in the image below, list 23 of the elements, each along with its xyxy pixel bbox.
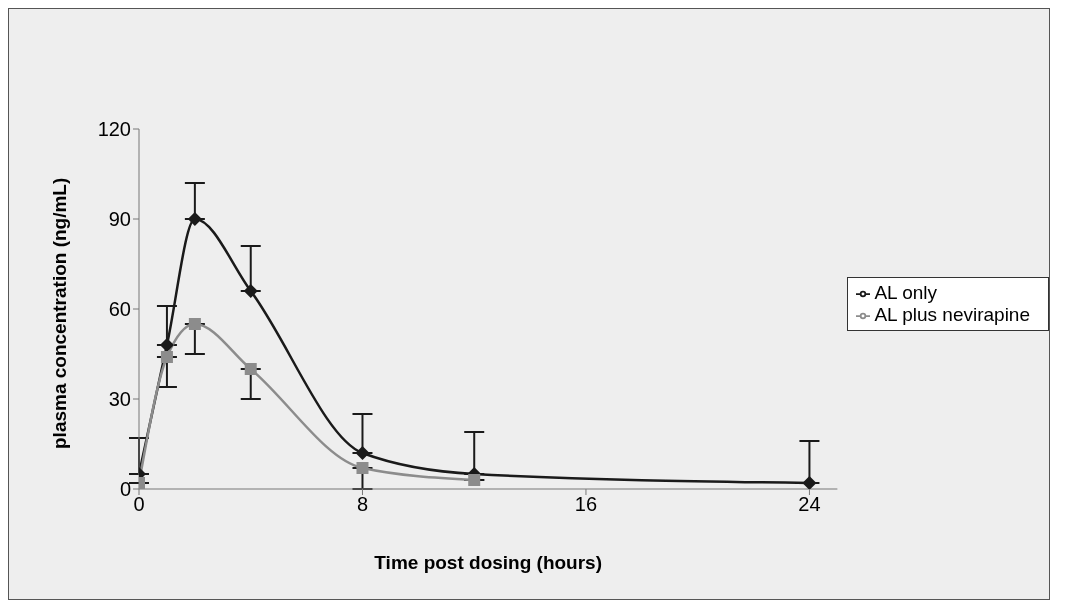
point: [187, 212, 202, 226]
x-tick-label: 8: [356, 493, 369, 516]
point: [356, 462, 369, 474]
y-tick-label: 60: [108, 298, 131, 321]
point: [159, 338, 174, 352]
y-axis-title: plasma concentration (ng/mL): [48, 177, 70, 449]
x-tick-label: 24: [798, 493, 821, 516]
x-axis-title: Time post dosing (hours): [374, 552, 603, 573]
y-tick-label: 0: [119, 478, 131, 501]
y-tick-label: 120: [97, 118, 131, 141]
y-tick-label: 90: [108, 208, 131, 231]
legend-label: AL plus nevirapine: [874, 304, 1030, 325]
point: [244, 363, 257, 375]
point: [355, 446, 370, 460]
point: [160, 351, 173, 363]
x-tick-label: 0: [133, 493, 145, 516]
y-tick-label: 30: [108, 388, 131, 411]
point: [188, 318, 201, 330]
point: [243, 284, 258, 298]
legend-label: AL only: [874, 282, 938, 303]
point: [802, 476, 817, 489]
x-tick-label: 16: [574, 493, 598, 516]
point: [468, 474, 481, 486]
